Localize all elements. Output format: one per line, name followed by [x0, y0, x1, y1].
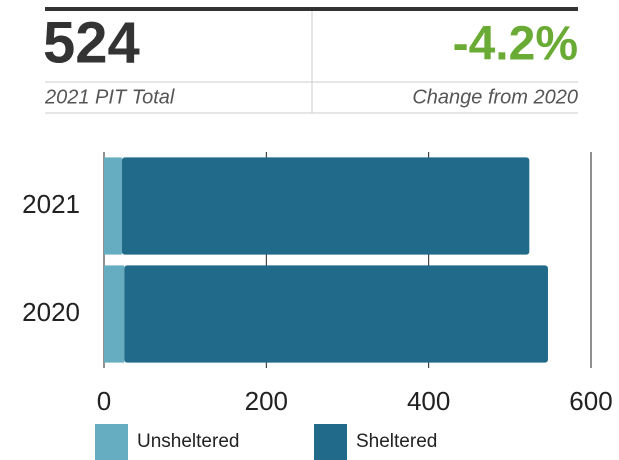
legend-swatch: [314, 424, 347, 460]
stat-label: 2021 PIT Total: [44, 86, 175, 108]
stat-value: -4.2%: [453, 18, 578, 71]
bar-segment: [104, 265, 125, 363]
top-rule: [45, 7, 578, 11]
stat-label: Change from 2020: [412, 86, 578, 108]
legend-label: Sheltered: [356, 431, 437, 452]
legend-label: Unsheltered: [137, 431, 239, 452]
bar-segment: [124, 265, 548, 363]
x-tick-label: 200: [245, 386, 288, 416]
y-tick-label: 2020: [22, 297, 80, 327]
bar-segment: [104, 157, 122, 255]
legend-swatch: [95, 424, 128, 460]
y-tick-label: 2021: [22, 189, 80, 219]
x-tick-label: 0: [97, 386, 111, 416]
bar-segment: [121, 157, 530, 255]
x-tick-label: 600: [569, 386, 612, 416]
stat-value: 524: [43, 10, 140, 75]
x-tick-label: 400: [407, 386, 450, 416]
